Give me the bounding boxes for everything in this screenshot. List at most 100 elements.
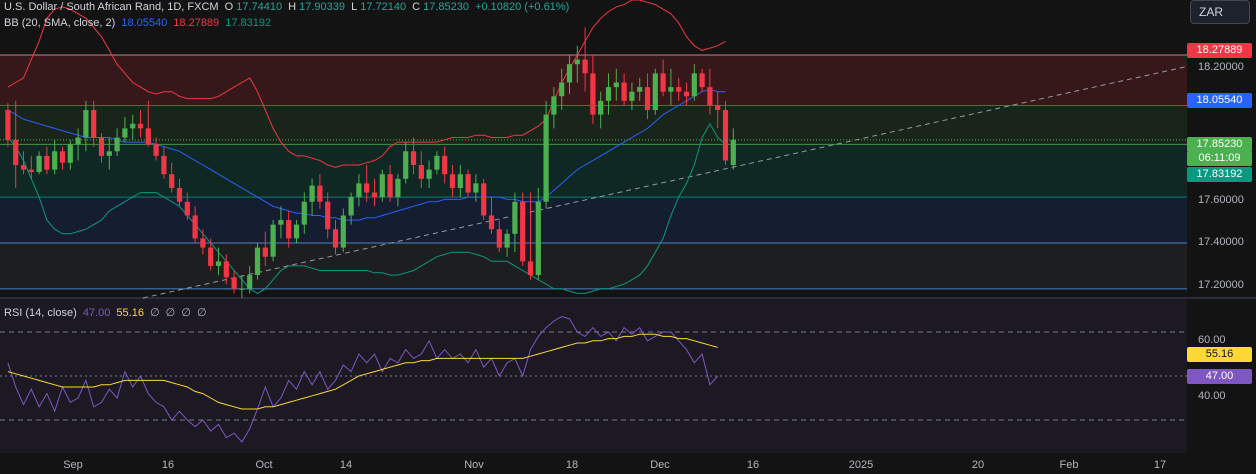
close-value: 17.85230 [423,1,469,13]
candle-body [270,224,276,257]
candle-body [683,91,690,97]
change-value: +0.10820 (+0.61%) [475,1,570,13]
bb-basis-value: 18.05540 [121,17,168,29]
candle-body [691,73,697,97]
candle-body [637,87,643,92]
candle-body [551,96,557,115]
rsi-ma-tag: 55.16 [1187,347,1252,362]
candle-body [473,183,479,193]
price-tick: 17.40000 [1198,236,1244,248]
candle-body [410,151,417,166]
time-tick: 18 [565,459,579,471]
candle-body [184,201,190,216]
candle-body [574,59,580,65]
candle-body [582,59,588,74]
candle-body [543,114,549,202]
time-tick: Sep [63,459,83,471]
time-tick: 16 [161,459,175,471]
bb-legend[interactable]: BB (20, SMA, close, 2) 18.05540 18.27889… [4,17,274,29]
candle-body [36,155,42,172]
candle-body [325,201,331,230]
level-zone [0,242,1187,289]
candle-body [481,183,487,216]
candle-body [644,87,651,111]
candle-body [153,144,159,156]
candle-body [309,185,315,202]
price-tick: 17.20000 [1198,279,1244,291]
candle-body [590,73,596,115]
candle-body [418,165,424,179]
candle-body [91,110,97,138]
candle-body [730,139,736,166]
candle-body [598,100,604,115]
candle-body [169,174,175,188]
time-tick: Dec [650,459,670,471]
currency-button[interactable]: ZAR [1190,0,1250,24]
candle-body [231,277,237,289]
candle-body [254,247,261,276]
rsi-label: RSI (14, close) [4,307,77,319]
rsi-tick: 40.00 [1198,390,1226,402]
candle-body [293,224,300,239]
symbol-title: U.S. Dollar / South African Rand, 1D, FX… [4,1,219,13]
candle-body [676,87,682,92]
time-tick: Nov [464,459,484,471]
low-label: L [351,1,358,13]
candle-body [465,174,471,193]
rsi-extra-3: ∅ [181,307,191,319]
candle-body [535,201,541,276]
candle-body [239,288,245,290]
candle-body [512,201,518,234]
candle-body [5,110,11,140]
candle-body [286,220,292,239]
bb-upper-tag: 18.27889 [1187,43,1252,58]
candle-body [75,137,81,145]
bb-basis-line [7,88,726,221]
candle-body [442,155,448,175]
candle-body [59,151,66,163]
rsi-value-tag: 47.00 [1187,369,1252,384]
open-value: 17.74410 [236,1,283,13]
rsi-legend[interactable]: RSI (14, close) 47.00 55.16 ∅ ∅ ∅ ∅ [4,306,210,319]
candle-body [660,73,666,92]
candle-body [332,229,339,248]
bb-lower-value: 17.83192 [225,17,272,29]
bb-label: BB (20, SMA, close, 2) [4,17,116,29]
candle-body [566,64,573,83]
price-tick: 18.20000 [1198,61,1244,73]
time-tick: Feb [1059,459,1079,471]
candle-body [652,73,658,111]
open-label: O [224,1,234,13]
last-price-tag: 17.85230 [1187,137,1252,152]
bb-upper-line [7,0,726,168]
candle-body [278,220,284,225]
level-zone [0,197,1187,243]
candle-body [223,261,229,278]
candle-body [98,137,105,156]
candle-body [621,82,627,101]
candle-body [262,247,268,257]
level-zone [0,144,1187,198]
candle-body [379,174,385,198]
candle-body [629,91,635,101]
candle-body [13,139,19,166]
candle-body [192,215,198,239]
candle-body [715,105,721,111]
candle-body [67,144,73,163]
candle-body [247,275,253,289]
countdown-tag: 06:11:09 [1187,151,1252,166]
candle-body [176,187,183,202]
rsi-value: 47.00 [82,307,111,319]
candle-body [348,197,354,216]
candle-body [520,201,526,262]
candle-body [426,169,432,179]
candle-body [504,233,510,248]
candle-body [122,128,128,138]
candle-body [200,238,206,248]
low-value: 17.72140 [360,1,407,13]
candle-body [403,151,409,179]
candle-body [44,155,50,170]
time-tick: 17 [1153,459,1167,471]
candle-body [668,87,674,92]
